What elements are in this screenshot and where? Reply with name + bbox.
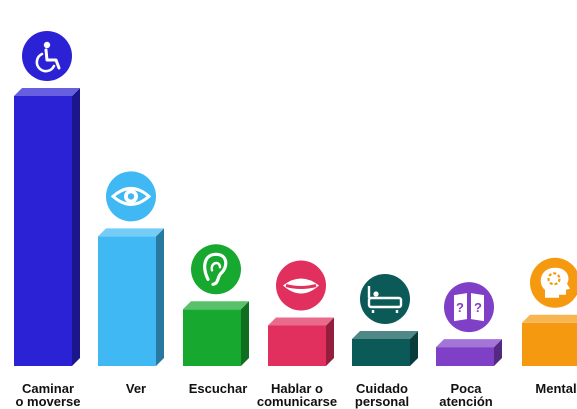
bar-3 bbox=[183, 301, 249, 366]
bar-side bbox=[156, 228, 164, 366]
bar-front bbox=[268, 325, 326, 366]
bar-front bbox=[436, 347, 494, 366]
category-label: Hablar o comunicarse bbox=[257, 381, 337, 409]
bar-1 bbox=[14, 88, 80, 366]
category-label: Ver bbox=[126, 381, 146, 396]
bar-side bbox=[241, 301, 249, 366]
category-label: Cuidado personal bbox=[355, 381, 409, 409]
eye-icon bbox=[106, 171, 156, 222]
bar-top bbox=[436, 339, 502, 348]
bar-4 bbox=[268, 317, 334, 366]
category-label: Caminar o moverse bbox=[15, 381, 80, 409]
bar-top bbox=[522, 314, 577, 323]
ear-icon bbox=[191, 244, 241, 295]
bar-top bbox=[352, 331, 418, 339]
bar-top bbox=[14, 88, 80, 96]
mental-head-icon bbox=[530, 257, 577, 308]
category-label: Escuchar bbox=[189, 381, 248, 396]
bar-front bbox=[183, 309, 241, 366]
bar-side bbox=[494, 339, 502, 366]
bar-top bbox=[268, 317, 334, 326]
mouth-icon bbox=[276, 260, 326, 311]
svg-text:?: ? bbox=[456, 300, 464, 315]
bar-top bbox=[183, 301, 249, 310]
svg-text:?: ? bbox=[474, 300, 482, 315]
bar-side bbox=[326, 317, 334, 366]
bar-front bbox=[98, 236, 156, 366]
bar-front bbox=[14, 96, 72, 366]
category-label: Poca atención bbox=[439, 381, 493, 409]
wheelchair-icon bbox=[22, 31, 72, 81]
bar-side bbox=[72, 88, 80, 366]
bar-5 bbox=[352, 331, 418, 366]
bar-front bbox=[352, 339, 410, 366]
attention-icon: ?? bbox=[444, 282, 494, 333]
bar-7 bbox=[522, 314, 577, 366]
bar-top bbox=[98, 228, 164, 237]
bar-front bbox=[522, 322, 577, 366]
bar-side bbox=[410, 331, 418, 366]
bar-6 bbox=[436, 339, 502, 366]
bar-2 bbox=[98, 228, 164, 366]
bath-icon bbox=[360, 274, 410, 324]
category-label: Mental bbox=[535, 381, 576, 396]
